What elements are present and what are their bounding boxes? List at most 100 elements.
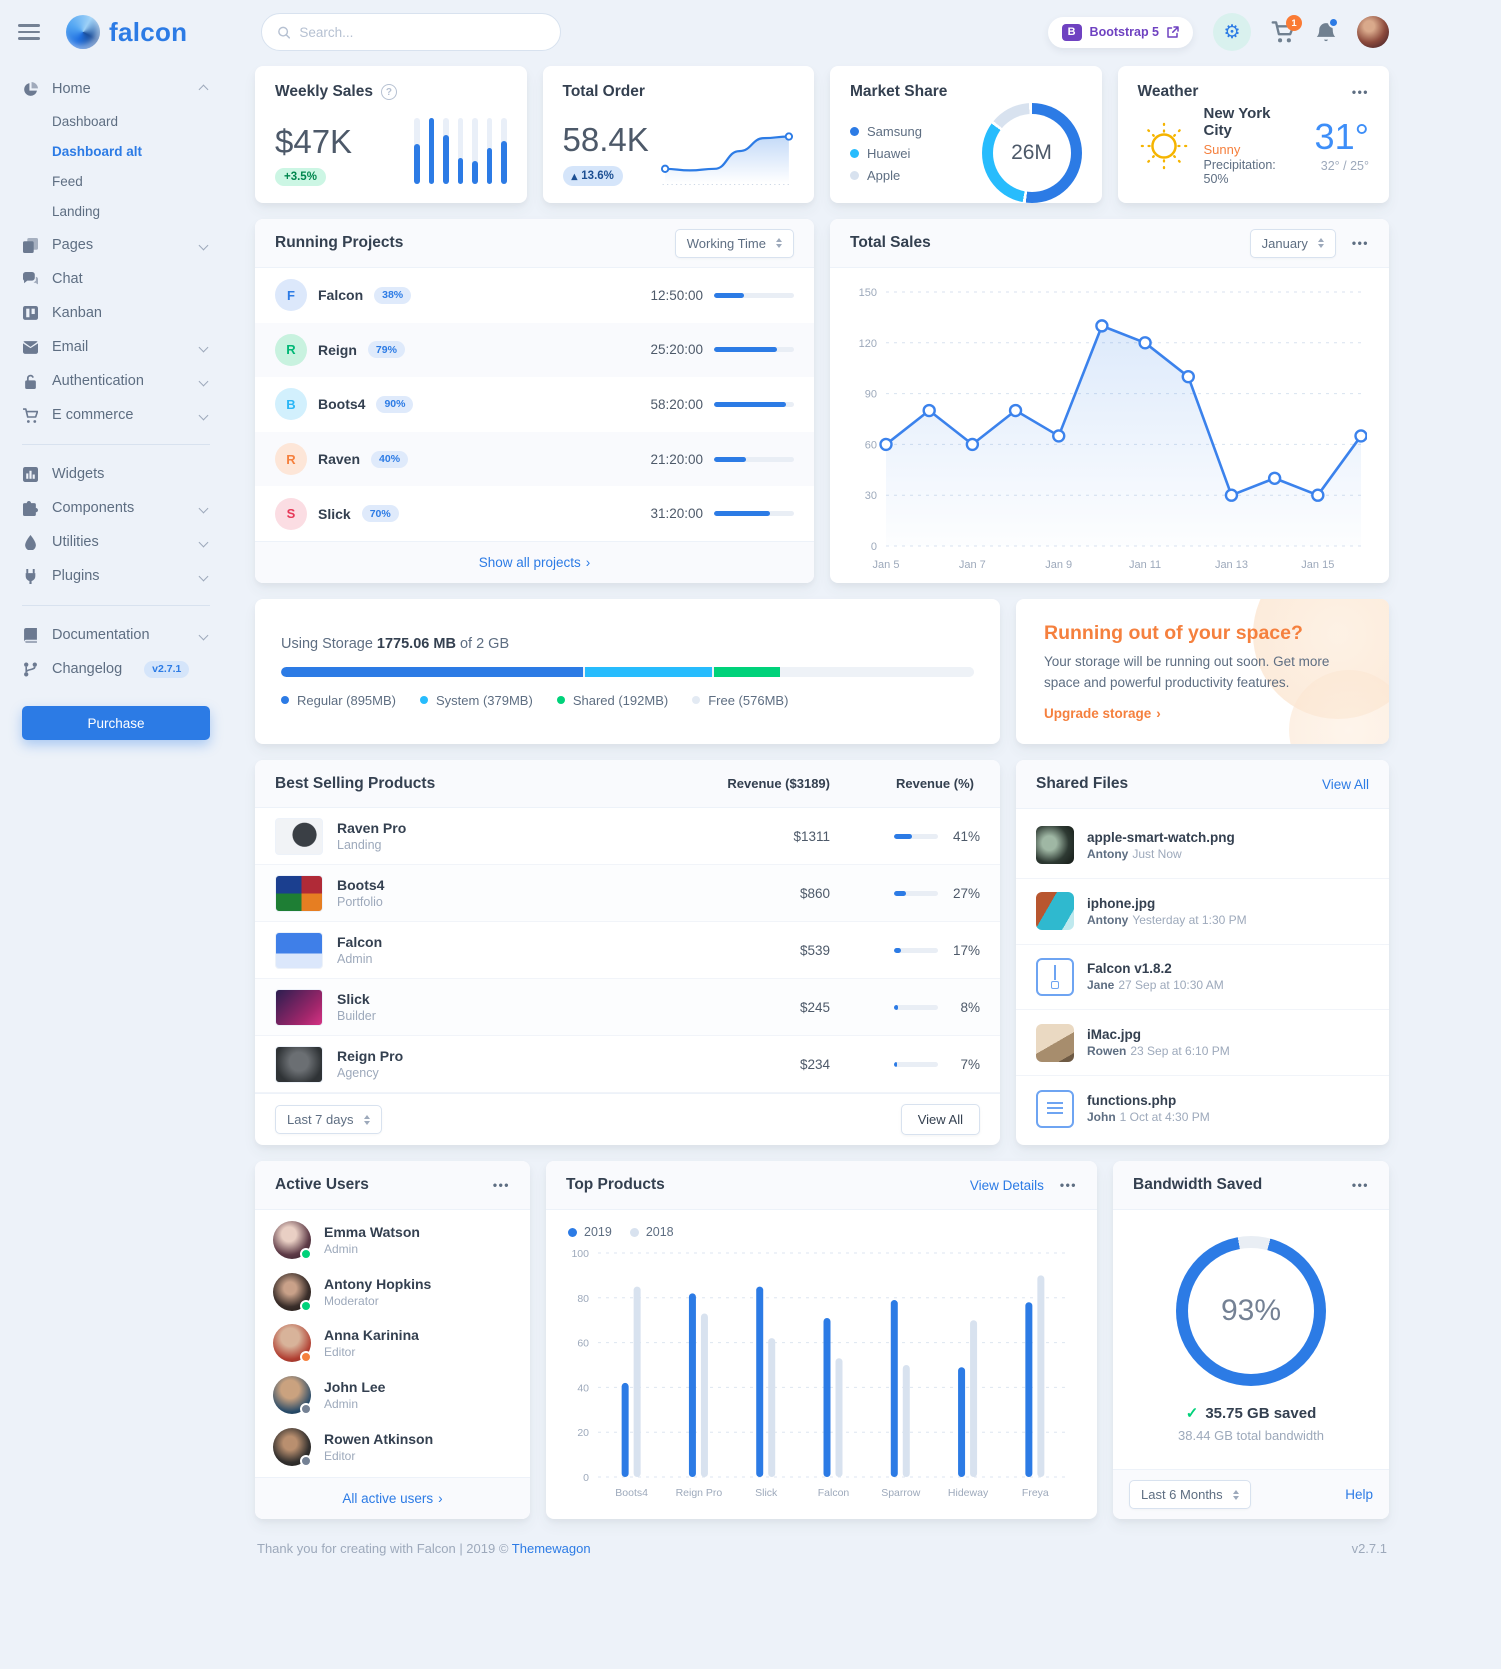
list-item[interactable]: Anna Karinina Editor bbox=[255, 1318, 530, 1370]
list-item[interactable]: iphone.jpg Antony Yesterday at 1:30 PM bbox=[1016, 877, 1389, 944]
themewagon-link[interactable]: Themewagon bbox=[511, 1541, 591, 1556]
table-row[interactable]: Raven Pro Landing $1311 41% bbox=[255, 808, 1000, 865]
sidebar-item-email[interactable]: Email bbox=[22, 330, 210, 364]
sidebar-item-dashboard[interactable]: Dashboard bbox=[52, 113, 119, 129]
card-title: Market Share bbox=[850, 83, 948, 100]
view-all-files-link[interactable]: View All bbox=[1321, 776, 1369, 792]
sidebar-item-label: Email bbox=[52, 339, 89, 355]
view-details-link[interactable]: View Details bbox=[969, 1177, 1044, 1193]
svg-text:60: 60 bbox=[577, 1338, 589, 1350]
chevron-down-icon bbox=[198, 240, 209, 250]
list-item[interactable]: Antony Hopkins Moderator bbox=[255, 1266, 530, 1318]
weekly-sales-card: Weekly Sales ? $47K +3.5% bbox=[255, 66, 527, 203]
hamburger-menu-icon[interactable] bbox=[18, 24, 40, 40]
sidebar-item-feed[interactable]: Feed bbox=[52, 173, 83, 189]
all-active-users-link[interactable]: All active users bbox=[342, 1491, 434, 1506]
market-share-card: Market Share Samsung Huawei Apple 26M bbox=[830, 66, 1102, 203]
list-item[interactable]: Emma Watson Admin bbox=[255, 1214, 530, 1266]
view-all-button[interactable]: View All bbox=[900, 1104, 980, 1135]
notifications-bell-button[interactable] bbox=[1315, 16, 1339, 44]
product-type: Agency bbox=[337, 1066, 379, 1080]
sidebar-item-landing[interactable]: Landing bbox=[52, 203, 101, 219]
sidebar-item-documentation[interactable]: Documentation bbox=[22, 618, 210, 652]
market-share-total: 26M bbox=[1011, 141, 1052, 164]
list-item[interactable]: functions.php John 1 Oct at 4:30 PM bbox=[1016, 1075, 1389, 1141]
project-row[interactable]: S Slick 70% 31:20:00 bbox=[255, 486, 814, 541]
project-row[interactable]: F Falcon 38% 12:50:00 bbox=[255, 268, 814, 323]
sidebar-item-ecommerce[interactable]: E commerce bbox=[22, 398, 210, 432]
sidebar-item-home[interactable]: Home bbox=[22, 72, 210, 106]
sidebar-item-plugins[interactable]: Plugins bbox=[22, 559, 210, 593]
card-title: Top Products bbox=[566, 1176, 665, 1193]
card-title: Weekly Sales bbox=[275, 83, 373, 100]
card-menu-dots[interactable]: ••• bbox=[1351, 85, 1369, 99]
kanban-icon bbox=[22, 305, 39, 321]
table-row[interactable]: Slick Builder $245 8% bbox=[255, 979, 1000, 1036]
date-range-select[interactable]: Last 7 days bbox=[275, 1105, 382, 1134]
table-row[interactable]: Boots4 Portfolio $860 27% bbox=[255, 865, 1000, 922]
revenue-pct-bar bbox=[894, 947, 938, 953]
project-row[interactable]: R Reign 79% 25:20:00 bbox=[255, 322, 814, 378]
card-menu-dots[interactable]: ••• bbox=[1351, 1178, 1369, 1192]
project-time: 12:50:00 bbox=[650, 287, 703, 303]
product-name: Boots4 bbox=[337, 877, 385, 893]
sidebar-item-components[interactable]: Components bbox=[22, 491, 210, 525]
project-progress-bar bbox=[714, 347, 794, 353]
sidebar-item-dashboard-alt[interactable]: Dashboard alt bbox=[52, 143, 143, 159]
legend-dot bbox=[850, 126, 859, 136]
card-menu-dots[interactable]: ••• bbox=[1351, 236, 1369, 250]
project-row[interactable]: B Boots4 90% 58:20:00 bbox=[255, 377, 814, 432]
list-item[interactable]: Falcon v1.8.2 Jane 27 Sep at 10:30 AM bbox=[1016, 943, 1389, 1010]
sidebar-item-authentication[interactable]: Authentication bbox=[22, 364, 210, 398]
table-row[interactable]: Reign Pro Agency $234 7% bbox=[255, 1036, 1000, 1093]
working-time-select[interactable]: Working Time bbox=[674, 228, 794, 258]
month-select[interactable]: January bbox=[1249, 228, 1336, 258]
table-row[interactable]: Falcon Admin $539 17% bbox=[255, 922, 1000, 979]
storage-segment bbox=[781, 666, 974, 677]
sidebar-item-pages[interactable]: Pages bbox=[22, 228, 210, 262]
email-icon bbox=[22, 340, 39, 355]
pages-icon bbox=[22, 237, 39, 253]
list-item[interactable]: iMac.jpg Rowen 23 Sep at 6:10 PM bbox=[1016, 1009, 1389, 1075]
sidebar-item-utilities[interactable]: Utilities bbox=[22, 525, 210, 559]
drop-icon bbox=[22, 534, 39, 550]
card-menu-dots[interactable]: ••• bbox=[1059, 1178, 1077, 1192]
upgrade-storage-link[interactable]: Upgrade storage › bbox=[1044, 705, 1161, 721]
bootstrap-badge-label: Bootstrap 5 bbox=[1089, 25, 1159, 39]
list-item[interactable]: John Lee Admin bbox=[255, 1369, 530, 1421]
project-progress-badge: 90% bbox=[376, 395, 414, 413]
bandwidth-saved: ✓ 35.75 GB saved bbox=[1185, 1404, 1317, 1423]
period-select[interactable]: Last 6 Months bbox=[1129, 1480, 1251, 1509]
svg-text:Freya: Freya bbox=[1022, 1487, 1049, 1499]
widgets-icon bbox=[22, 466, 39, 482]
show-all-projects-link[interactable]: Show all projects bbox=[478, 555, 581, 570]
user-name: Anna Karinina bbox=[324, 1327, 419, 1344]
sidebar-item-changelog[interactable]: Changelog v2.7.1 bbox=[22, 652, 210, 686]
bootstrap5-badge[interactable]: B Bootstrap 5 bbox=[1047, 16, 1193, 48]
card-title: Shared Files bbox=[1036, 775, 1129, 792]
shopping-cart-button[interactable]: 1 bbox=[1271, 15, 1302, 43]
project-progress-badge: 38% bbox=[374, 286, 412, 304]
search-input[interactable] bbox=[299, 24, 545, 40]
app-logo[interactable]: falcon bbox=[66, 15, 187, 49]
falcon-logo-icon bbox=[66, 15, 100, 49]
total-order-card: Total Order 58.4K ▴ 13.6% bbox=[542, 66, 814, 203]
list-item[interactable]: apple-smart-watch.png Antony Just Now bbox=[1016, 813, 1389, 878]
help-icon[interactable]: ? bbox=[380, 84, 397, 100]
sidebar-item-widgets[interactable]: Widgets bbox=[22, 457, 210, 491]
version-badge: v2.7.1 bbox=[144, 660, 190, 678]
settings-gear-button[interactable]: ⚙ bbox=[1213, 13, 1251, 51]
project-row[interactable]: R Raven 40% 21:20:00 bbox=[255, 431, 814, 487]
sidebar-item-chat[interactable]: Chat bbox=[22, 262, 210, 296]
avatar bbox=[273, 1324, 312, 1364]
help-link[interactable]: Help bbox=[1345, 1487, 1373, 1502]
purchase-button[interactable]: Purchase bbox=[22, 706, 210, 740]
product-thumbnail bbox=[275, 1045, 323, 1083]
user-avatar[interactable] bbox=[1357, 16, 1389, 48]
card-menu-dots[interactable]: ••• bbox=[492, 1178, 510, 1192]
sidebar-item-kanban[interactable]: Kanban bbox=[22, 296, 210, 330]
search-input-wrap[interactable] bbox=[261, 13, 562, 51]
list-item[interactable]: Rowen Atkinson Editor bbox=[255, 1421, 530, 1473]
bootstrap-logo-icon: B bbox=[1061, 23, 1082, 41]
svg-text:Slick: Slick bbox=[755, 1487, 778, 1499]
